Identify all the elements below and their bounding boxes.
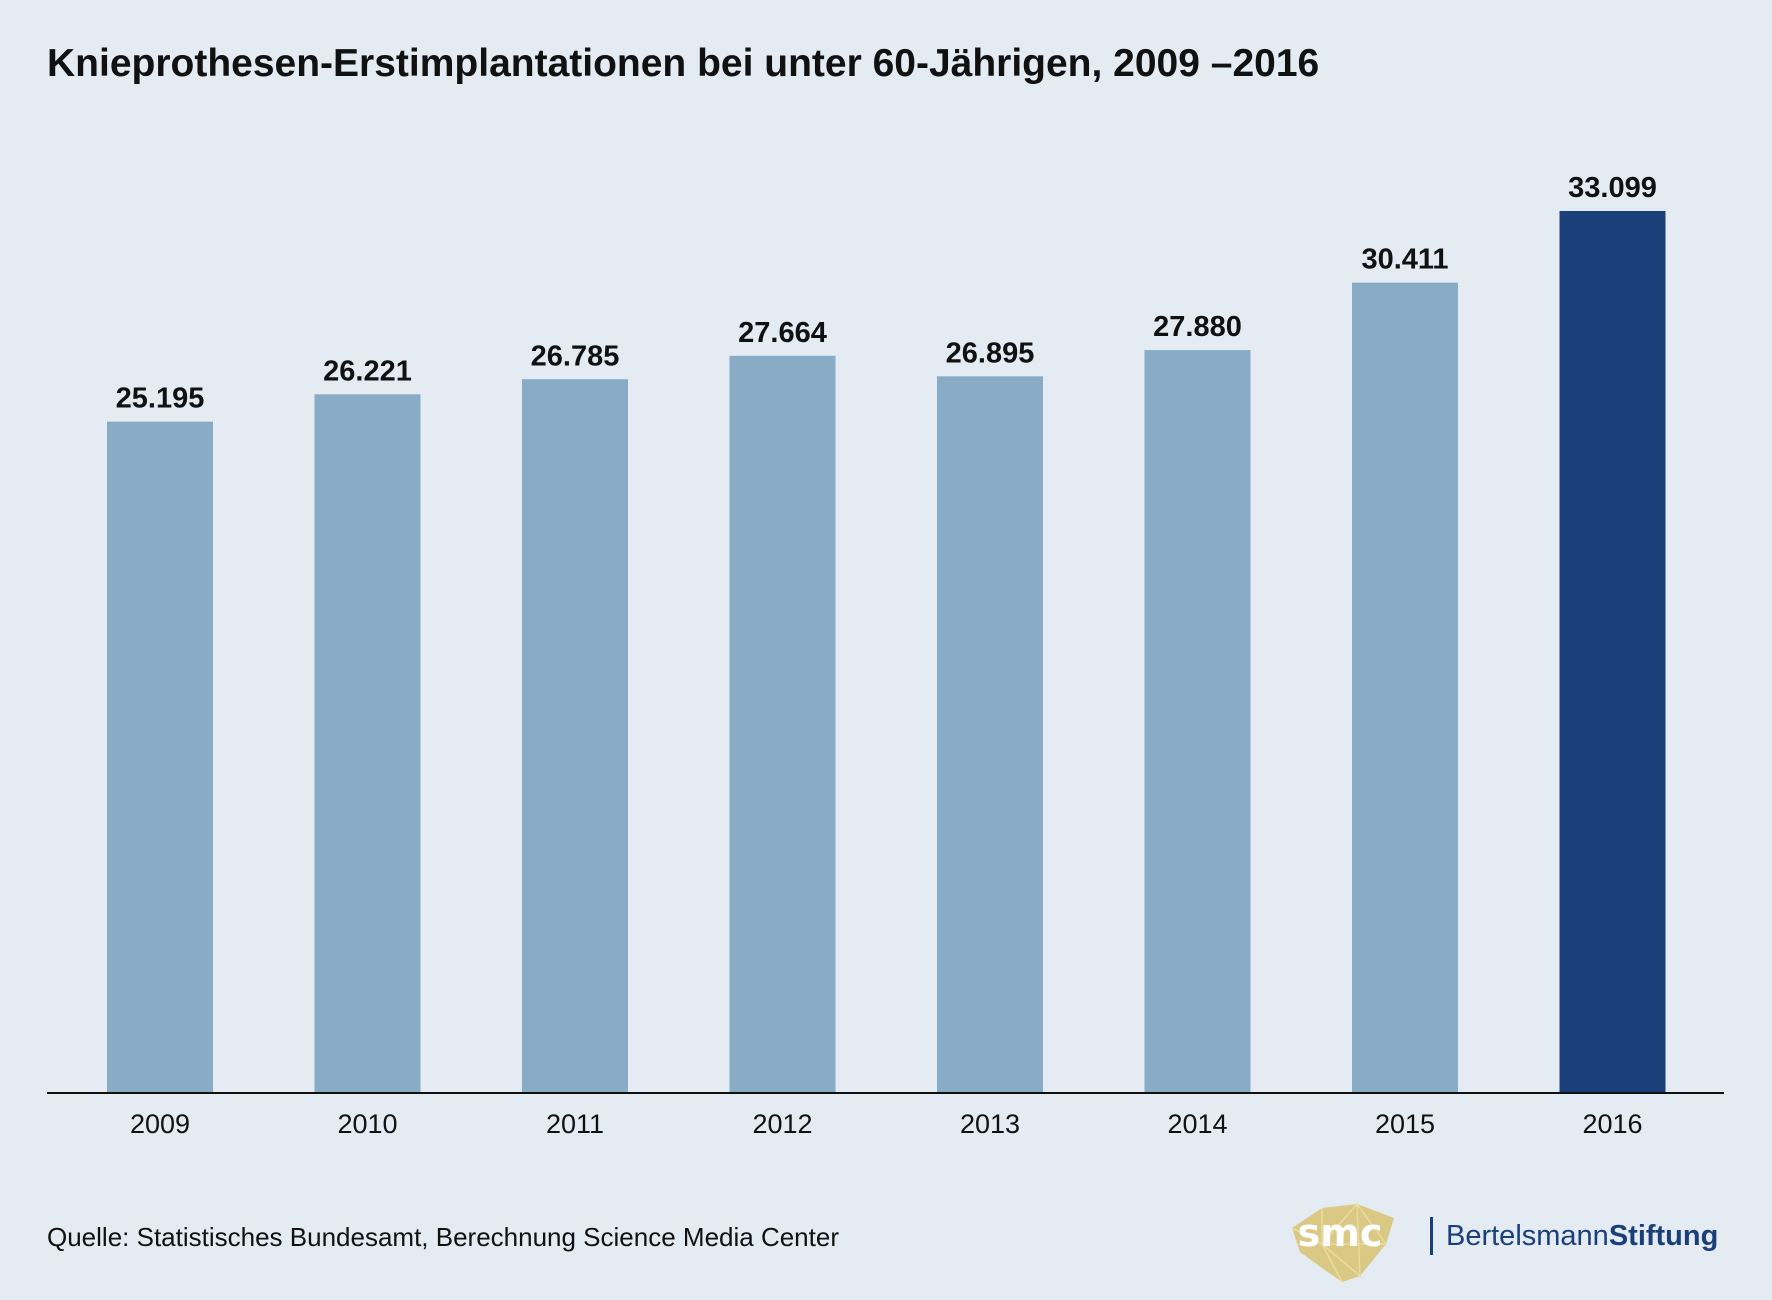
data-label-2016: 33.099: [1568, 172, 1657, 204]
bar-2009: [107, 421, 213, 1094]
bertelsmann-logo-bold: Stiftung: [1608, 1220, 1719, 1252]
logo-separator: [1430, 1217, 1433, 1255]
bertelsmann-logo: BertelsmannStiftung: [1446, 1220, 1718, 1253]
bar-2014: [1144, 350, 1251, 1094]
x-tick-2009: 2009: [130, 1109, 190, 1139]
data-label-2014: 27.880: [1153, 311, 1242, 343]
smc-logo: smc: [1291, 1202, 1394, 1283]
x-tick-2013: 2013: [960, 1109, 1020, 1139]
x-tick-2016: 2016: [1582, 1109, 1642, 1139]
x-tick-2010: 2010: [337, 1109, 397, 1139]
x-tick-2012: 2012: [752, 1109, 812, 1139]
bar-2011: [522, 379, 628, 1094]
data-label-2012: 27.664: [738, 317, 827, 349]
data-label-2011: 26.785: [531, 340, 620, 372]
data-label-2009: 25.195: [116, 383, 205, 415]
x-tick-2011: 2011: [546, 1109, 604, 1139]
chart-title: Knieprothesen-Erstimplantationen bei unt…: [47, 42, 1320, 85]
bar-2016: [1559, 211, 1666, 1093]
data-label-2013: 26.895: [946, 337, 1035, 369]
source-note: Quelle: Statistisches Bundesamt, Berechn…: [47, 1222, 839, 1252]
data-label-2015: 30.411: [1361, 244, 1448, 276]
smc-logo-text: smc: [1298, 1211, 1383, 1255]
bar-2012: [729, 355, 836, 1093]
bar-2013: [937, 376, 1043, 1093]
bar-2015: [1352, 282, 1458, 1093]
data-label-2010: 26.221: [323, 355, 412, 387]
x-tick-2015: 2015: [1375, 1109, 1435, 1139]
bertelsmann-logo-regular: Bertelsmann: [1446, 1220, 1609, 1252]
bar-2010: [314, 394, 421, 1093]
x-tick-2014: 2014: [1167, 1109, 1227, 1139]
